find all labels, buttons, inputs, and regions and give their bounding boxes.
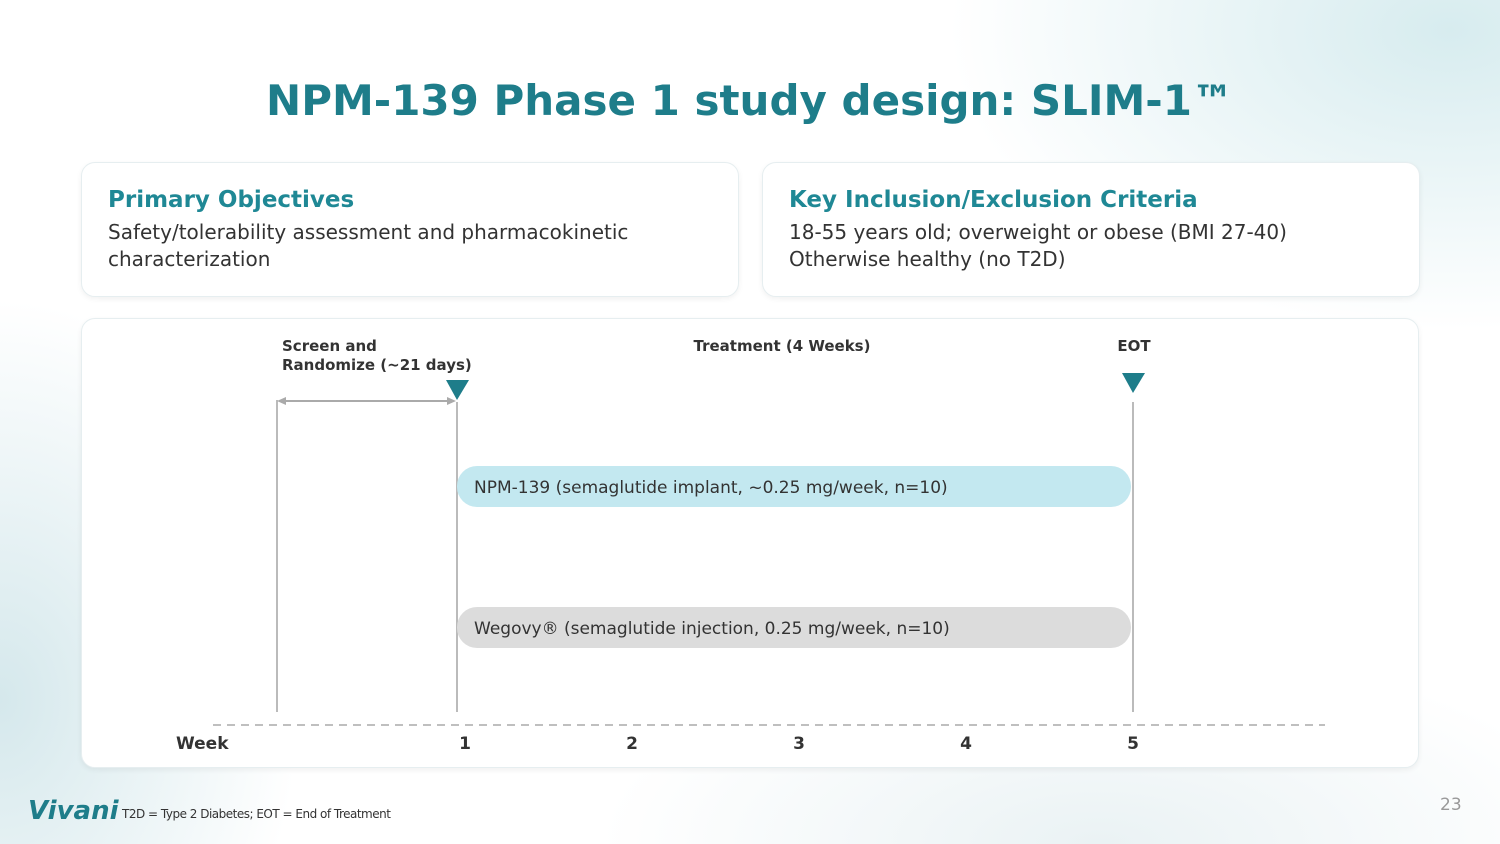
week-label: 2 (626, 734, 638, 754)
marker (1122, 373, 1145, 393)
card-line: Safety/tolerability assessment and pharm… (108, 220, 629, 244)
phase-label: Screen and (282, 337, 377, 355)
week-label: 1 (459, 734, 471, 754)
arrow-head (447, 397, 456, 405)
arm-label: NPM-139 (semaglutide implant, ~0.25 mg/w… (474, 478, 948, 498)
slide-title: NPM-139 Phase 1 study design: SLIM-1™ (266, 76, 1234, 125)
card-heading: Key Inclusion/Exclusion Criteria (789, 187, 1198, 213)
phase-label: Randomize (~21 days) (282, 356, 472, 374)
card-line: 18-55 years old; overweight or obese (BM… (789, 220, 1287, 244)
card-line: Otherwise healthy (no T2D) (789, 247, 1066, 271)
card: Primary Objectives Safety/tolerability a… (81, 162, 739, 297)
footnote: T2D = Type 2 Diabetes; EOT = End of Trea… (122, 807, 391, 821)
timeline-panel (81, 318, 1419, 768)
page-number: 23 (1440, 795, 1462, 815)
arm-label: Wegovy® (semaglutide injection, 0.25 mg/… (474, 619, 950, 639)
week-label: 5 (1127, 734, 1139, 754)
week-label: 4 (960, 734, 972, 754)
axis-label: Week (176, 734, 229, 754)
card: Key Inclusion/Exclusion Criteria 18-55 y… (762, 162, 1420, 297)
logo: Vivani (28, 796, 119, 826)
arrow-head (277, 397, 286, 405)
phase-label: Treatment (4 Weeks) (694, 337, 871, 355)
marker (446, 380, 469, 400)
card-line: characterization (108, 247, 271, 271)
week-label: 3 (793, 734, 805, 754)
arm-bar (457, 466, 1131, 507)
card-heading: Primary Objectives (108, 187, 355, 213)
phase-label: EOT (1117, 337, 1151, 355)
arm-bar (457, 607, 1131, 648)
